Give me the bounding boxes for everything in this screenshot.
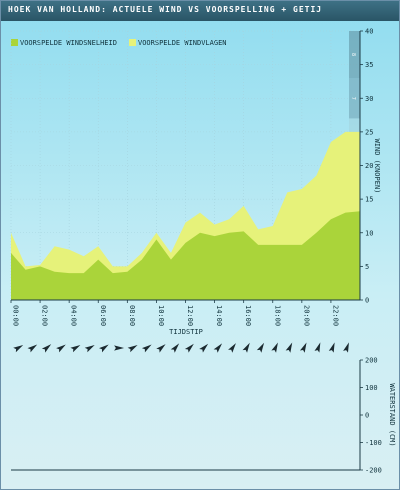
wind-arrow-icon	[27, 344, 38, 353]
y-tick-label: 20	[365, 162, 373, 170]
wind-arrow-shape	[13, 345, 24, 353]
wind-arrow-icon	[271, 342, 278, 353]
wind-arrow-icon	[343, 342, 349, 353]
speed-area	[11, 211, 360, 300]
wind-arrow-icon	[41, 344, 52, 353]
legend-item-speed: VOORSPELDE WINDSNELHEID	[11, 39, 117, 47]
wind-arrow-icon	[285, 342, 293, 353]
wind-chart: 123456780510152025303540WIND (KNOPEN)00:…	[10, 28, 381, 336]
beaufort-band	[349, 31, 360, 79]
x-tick-label: 10:00	[157, 305, 165, 326]
wind-arrow-icon	[70, 345, 81, 353]
y-tick-label: 0	[365, 297, 369, 305]
wind-arrow-icon	[256, 342, 265, 353]
page-title: HOEK VAN HOLLAND: ACTUELE WIND VS VOORSP…	[8, 5, 323, 14]
wind-arrow-icon	[170, 343, 180, 353]
wind-arrow-icon	[299, 342, 307, 353]
tide-y-tick-label: 200	[365, 357, 378, 365]
wind-arrow-shape	[213, 343, 223, 353]
legend-swatch-gust	[129, 39, 136, 46]
wind-arrow-icon	[114, 345, 125, 351]
wind-arrow-icon	[314, 342, 321, 353]
y-tick-label: 5	[365, 263, 369, 271]
x-tick-label: 12:00	[186, 305, 194, 326]
wind-arrow-shape	[127, 345, 138, 353]
title-bar: HOEK VAN HOLLAND: ACTUELE WIND VS VOORSP…	[1, 1, 399, 21]
x-axis-label: TIJDSTIP	[169, 328, 203, 336]
y-tick-label: 25	[365, 128, 373, 136]
wind-arrow-shape	[27, 344, 38, 353]
x-tick-label: 22:00	[331, 305, 339, 326]
wind-arrow-icon	[213, 343, 223, 353]
tide-y-tick-label: 0	[365, 412, 369, 420]
y-tick-label: 10	[365, 229, 373, 237]
x-tick-label: 20:00	[302, 305, 310, 326]
wind-arrow-icon	[156, 344, 166, 353]
y-tick-label: 15	[365, 196, 373, 204]
wind-arrow-icon	[242, 342, 250, 353]
tide-y-tick-label: 100	[365, 384, 378, 392]
wind-arrow-shape	[56, 344, 66, 353]
beaufort-band	[349, 78, 360, 119]
wind-arrow-shape	[299, 342, 307, 353]
wind-arrow-shape	[99, 344, 109, 353]
y-tick-label: 35	[365, 61, 373, 69]
wind-arrow-icon	[127, 345, 138, 353]
wind-arrow-shape	[199, 343, 209, 353]
wind-arrow-shape	[84, 345, 95, 353]
wind-arrow-icon	[184, 343, 194, 353]
legend-item-gust: VOORSPELDE WINDVLAGEN	[129, 39, 227, 47]
wind-arrow-shape	[228, 343, 236, 353]
wind-arrow-shape	[314, 342, 321, 353]
x-tick-label: 14:00	[215, 305, 223, 326]
wind-arrow-shape	[184, 343, 194, 353]
legend-label-gust: VOORSPELDE WINDVLAGEN	[138, 39, 227, 47]
wind-arrow-icon	[13, 345, 24, 353]
tide-y-tick-label: -200	[365, 467, 382, 475]
x-tick-label: 06:00	[99, 305, 107, 326]
wind-arrow-icon	[56, 344, 66, 353]
wind-arrow-shape	[170, 343, 180, 353]
wind-arrow-icon	[228, 343, 236, 353]
wind-arrow-shape	[343, 342, 349, 353]
wind-arrow-icon	[84, 345, 95, 353]
y-axis-label: WIND (KNOPEN)	[373, 139, 381, 194]
beaufort-label: 8	[350, 53, 356, 56]
x-tick-label: 08:00	[128, 305, 136, 326]
x-tick-label: 16:00	[244, 305, 252, 326]
wind-arrow-shape	[271, 342, 278, 353]
x-tick-label: 04:00	[70, 305, 78, 326]
wind-arrow-icon	[141, 344, 152, 353]
wind-arrow-shape	[285, 342, 293, 353]
tide-y-axis-label: WATERSTAND (CM)	[388, 383, 396, 446]
x-tick-label: 02:00	[41, 305, 49, 326]
wind-arrow-shape	[242, 342, 250, 353]
wind-arrow-shape	[256, 342, 265, 353]
wind-arrow-icon	[99, 344, 109, 353]
wind-arrow-shape	[156, 344, 166, 353]
wind-arrow-shape	[141, 344, 152, 353]
y-tick-label: 40	[365, 28, 373, 36]
wind-arrow-shape	[114, 345, 125, 351]
legend-swatch-speed	[11, 39, 18, 46]
wind-arrow-icon	[199, 343, 209, 353]
wind-direction-row	[13, 342, 349, 353]
tide-chart: 200 100 0 -100 -200 WATERSTAND (CM)	[11, 357, 396, 475]
wind-arrow-shape	[70, 345, 81, 353]
wind-arrow-shape	[328, 342, 335, 353]
tide-y-tick-label: -100	[365, 439, 382, 447]
wind-arrow-shape	[41, 344, 52, 353]
x-tick-label: 00:00	[12, 305, 20, 326]
beaufort-label: 7	[350, 97, 356, 100]
y-tick-label: 30	[365, 95, 373, 103]
wind-arrow-icon	[328, 342, 335, 353]
x-tick-label: 18:00	[273, 305, 281, 326]
legend-label-speed: VOORSPELDE WINDSNELHEID	[20, 39, 117, 47]
